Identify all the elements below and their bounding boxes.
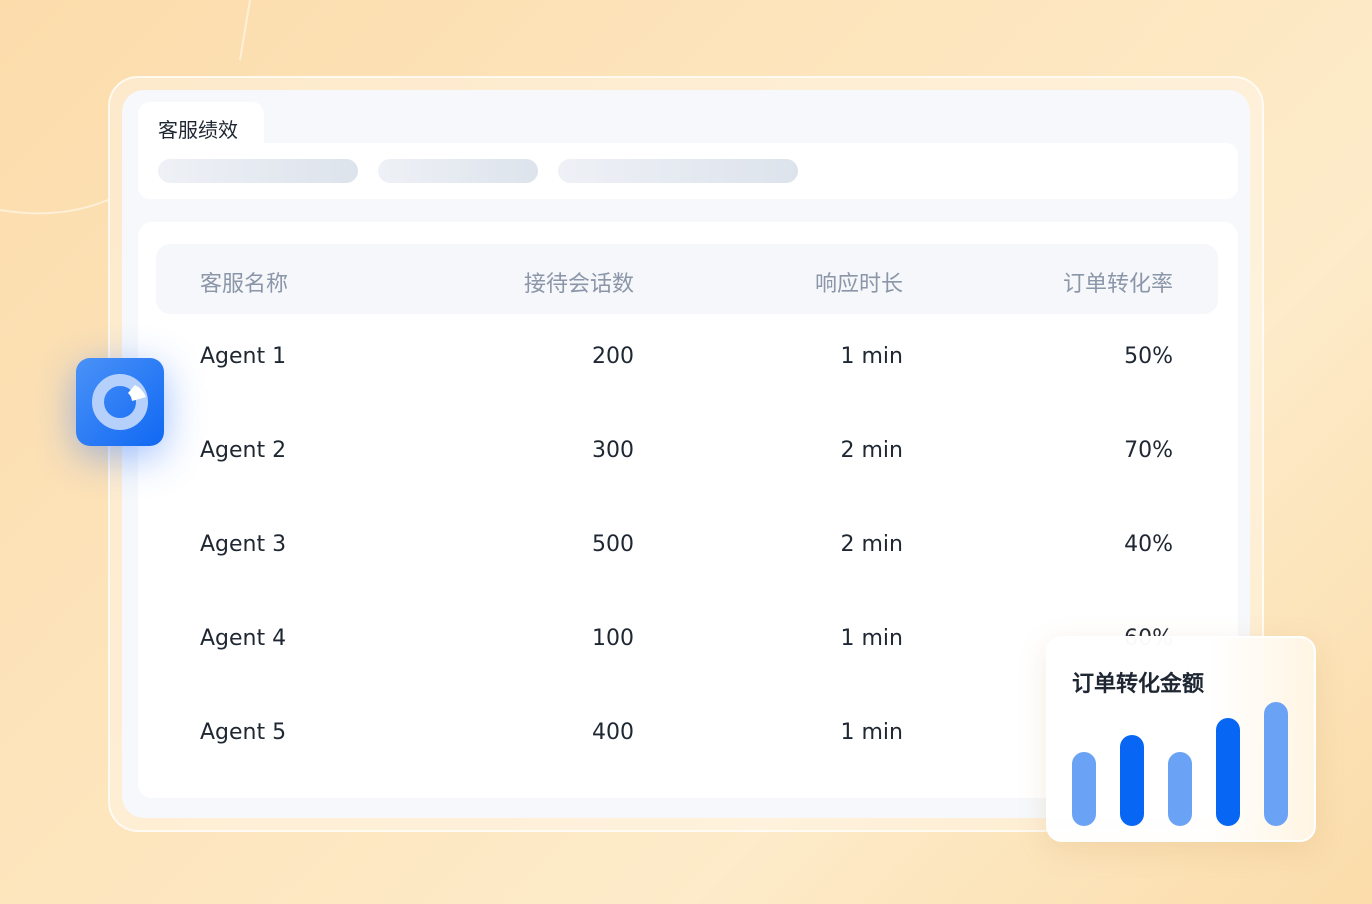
table-cell: 500 [592, 532, 634, 557]
table-cell: Agent 1 [200, 344, 287, 369]
chart-bar [1264, 702, 1288, 826]
column-header: 订单转化率 [1062, 272, 1173, 297]
table-cell: Agent 4 [200, 626, 287, 651]
table-cell: 1 min [840, 344, 903, 369]
table-cell: 70% [1124, 438, 1173, 463]
table-cell: Agent 3 [200, 532, 287, 557]
chart-bar [1120, 735, 1144, 826]
filter-bar [138, 143, 1238, 199]
table-cell: 40% [1124, 532, 1173, 557]
table-cell: 300 [592, 438, 634, 463]
column-header: 接待会话数 [523, 272, 634, 297]
table-cell: 2 min [840, 532, 903, 557]
table-cell: Agent 5 [200, 720, 287, 745]
donut-chart-icon [92, 374, 148, 430]
filter-placeholder[interactable] [378, 159, 538, 183]
table-cell: 200 [592, 344, 634, 369]
order-conversion-amount-card: 订单转化金额 [1046, 636, 1316, 842]
chart-bar [1072, 751, 1096, 826]
table-cell: 1 min [840, 720, 903, 745]
filter-placeholder[interactable] [158, 159, 358, 183]
table-cell: 100 [592, 626, 634, 651]
tab-customer-service-performance[interactable]: 客服绩效 [138, 102, 264, 146]
column-header: 响应时长 [814, 272, 903, 297]
chart-title: 订单转化金额 [1072, 672, 1205, 697]
table-cell: 2 min [840, 438, 903, 463]
table-cell: 400 [592, 720, 634, 745]
decorative-arc [0, 0, 251, 215]
table-cell: 1 min [840, 626, 903, 651]
table-cell: 50% [1124, 344, 1173, 369]
table-header [156, 244, 1218, 314]
column-header: 客服名称 [200, 272, 289, 297]
chart-bar [1216, 718, 1240, 826]
app-icon[interactable] [76, 358, 164, 446]
table-cell: Agent 2 [200, 438, 287, 463]
filter-placeholder[interactable] [558, 159, 798, 183]
chart-bar [1168, 751, 1192, 826]
